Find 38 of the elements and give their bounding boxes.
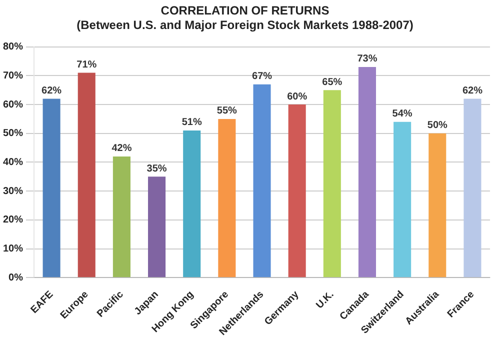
data-label: 65% (322, 76, 342, 88)
y-tick-label: 10% (3, 244, 24, 255)
y-tick-label: 80% (3, 42, 24, 53)
bar (42, 98, 60, 278)
data-label: 50% (427, 120, 448, 132)
y-tick-label: 30% (3, 186, 24, 197)
data-label: 55% (216, 106, 238, 117)
y-tick-label: 50% (3, 128, 24, 140)
y-tick-label: 20% (3, 214, 24, 226)
bar (218, 118, 236, 278)
data-label: 71% (76, 60, 97, 71)
data-label: 62% (462, 85, 483, 96)
bar (464, 98, 482, 278)
data-label: 62% (42, 85, 62, 96)
bar (78, 72, 96, 278)
x-tick-label: U.K. (314, 289, 336, 312)
y-tick-label: 0% (8, 272, 24, 284)
bar (288, 104, 306, 278)
data-label: 60% (287, 91, 308, 102)
bar (183, 130, 201, 278)
bar (358, 67, 376, 278)
chart-title: CORRELATION OF RETURNS (160, 4, 330, 18)
bar (253, 84, 271, 278)
bar (394, 122, 412, 278)
bar (428, 133, 446, 278)
y-tick-label: 70% (3, 70, 24, 82)
bar (112, 156, 130, 278)
y-tick-label: 60% (3, 99, 24, 110)
chart-subtitle: (Between U.S. and Major Foreign Stock Markets 1988-2007) (76, 18, 414, 32)
data-label: 51% (182, 117, 202, 128)
data-label: 73% (357, 54, 378, 65)
data-label: 35% (146, 163, 167, 174)
data-label: 42% (112, 143, 132, 154)
data-label: 54% (392, 108, 412, 120)
y-tick-label: 40% (3, 156, 24, 168)
bar (148, 176, 166, 278)
data-label: 67% (252, 71, 272, 82)
bar (323, 90, 341, 278)
